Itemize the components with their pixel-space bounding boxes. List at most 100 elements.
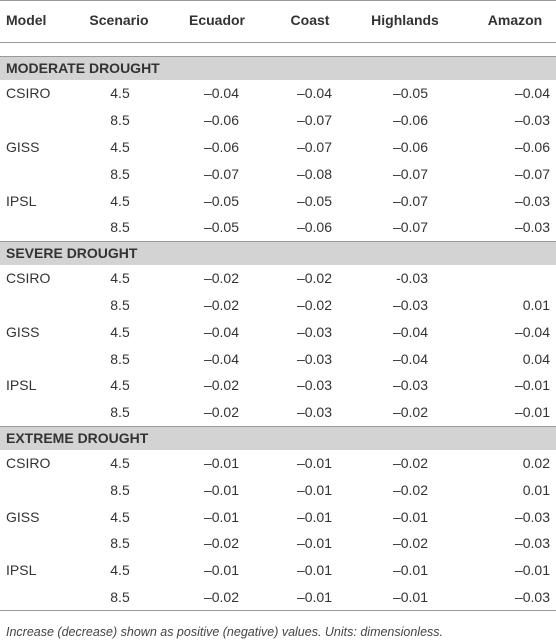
value-cell: –0.07 [392,192,428,209]
value-cell: –0.03 [392,297,428,313]
value-cell: –0.04 [392,323,428,340]
value-cell: –0.07 [203,165,239,182]
model-cell: GISS [6,508,40,525]
section-title: EXTREME DROUGHT [6,429,149,446]
value-cell: –0.01 [514,404,550,421]
column-header: Ecuador [188,12,246,28]
value-cell: –0.02 [392,535,428,552]
value-cell: –0.04 [514,85,550,102]
value-cell: –0.04 [203,85,239,102]
scenario-cell: 4.5 [110,270,130,287]
value-cell: –0.02 [296,270,332,287]
column-header: Coast [290,12,330,28]
model-cell: CSIRO [6,270,51,287]
value-cell: –0.06 [203,112,239,129]
value-cell: –0.08 [296,165,332,182]
scenario-cell: 4.5 [110,377,130,394]
model-cell: GISS [6,323,40,340]
scenario-cell: 4.5 [110,192,130,209]
value-cell: –0.04 [392,350,428,367]
value-cell: –0.01 [203,481,239,498]
scenario-cell: 8.5 [110,165,130,182]
value-cell: –0.02 [203,404,239,421]
value-cell: –0.03 [514,219,550,236]
value-cell: 0.04 [522,350,550,367]
value-cell: –0.06 [392,112,428,129]
scenario-cell: 8.5 [110,404,130,421]
value-cell: 0.01 [522,297,550,313]
value-cell: –0.04 [203,350,239,367]
value-cell: –0.01 [296,535,332,552]
value-cell: –0.06 [296,219,332,236]
scenario-cell: 8.5 [110,219,130,236]
value-cell: –0.01 [296,508,332,525]
bottom-rule [0,610,556,612]
value-cell: –0.03 [296,404,332,421]
value-cell: –0.01 [296,562,332,579]
footnote: Increase (decrease) shown as positive (n… [6,625,444,639]
column-header: Scenario [89,12,149,28]
scenario-cell: 4.5 [110,85,130,102]
value-cell: –0.03 [296,377,332,394]
value-cell: –0.04 [296,85,332,102]
model-cell: IPSL [6,377,37,394]
value-cell: –0.01 [514,377,550,394]
top-rule [0,0,556,1]
value-cell: –0.03 [296,323,332,340]
value-cell: –0.03 [514,192,550,209]
scenario-cell: 4.5 [110,455,130,471]
value-cell: –0.02 [203,589,239,605]
scenario-cell: 8.5 [110,535,130,552]
value-cell: –0.02 [203,270,239,287]
value-cell: –0.05 [203,219,239,236]
model-cell: GISS [6,139,40,155]
value-cell: –0.02 [203,377,239,394]
scenario-cell: 4.5 [110,508,130,525]
value-cell: –0.01 [203,562,239,579]
value-cell: 0.01 [522,481,550,498]
value-cell: –0.07 [296,139,332,155]
value-cell: –0.04 [203,323,239,340]
value-cell: –0.07 [514,165,550,182]
value-cell: –0.06 [392,139,428,155]
column-header: Highlands [371,12,439,28]
model-cell: CSIRO [6,85,51,102]
column-header: Model [6,12,47,28]
value-cell: –0.02 [392,404,428,421]
value-cell: –0.03 [514,589,550,605]
value-cell: –0.01 [392,508,428,525]
section-band [0,56,556,80]
scenario-cell: 8.5 [110,297,130,313]
value-cell: –0.05 [392,85,428,102]
value-cell: –0.03 [392,377,428,394]
scenario-cell: 8.5 [110,481,130,498]
section-band [0,425,556,450]
value-cell: –0.01 [296,589,332,605]
model-cell: IPSL [6,192,37,209]
value-cell: –0.01 [296,455,332,471]
header-rule [0,42,556,43]
section-band [0,240,556,265]
model-cell: CSIRO [6,455,51,471]
value-cell: –0.03 [514,112,550,129]
scenario-cell: 8.5 [110,350,130,367]
value-cell: –0.07 [392,219,428,236]
scenario-cell: 4.5 [110,139,130,155]
value-cell: –0.03 [514,535,550,552]
value-cell: –0.07 [392,165,428,182]
section-title: SEVERE DROUGHT [6,244,138,261]
value-cell: –0.02 [203,535,239,552]
scenario-cell: 8.5 [110,589,130,605]
value-cell: –0.06 [203,139,239,155]
value-cell: –0.01 [392,589,428,605]
value-cell: –0.01 [203,508,239,525]
column-header: Amazon [487,12,543,28]
value-cell: –0.01 [392,562,428,579]
value-cell: –0.04 [514,323,550,340]
value-cell: –0.02 [392,455,428,471]
model-cell: IPSL [6,562,37,579]
value-cell: –0.05 [203,192,239,209]
value-cell: –0.02 [296,297,332,313]
value-cell: -0.03 [396,270,428,287]
